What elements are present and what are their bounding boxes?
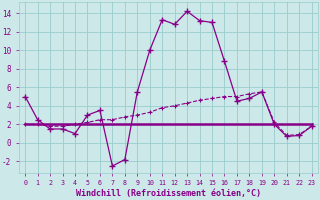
X-axis label: Windchill (Refroidissement éolien,°C): Windchill (Refroidissement éolien,°C) — [76, 189, 261, 198]
